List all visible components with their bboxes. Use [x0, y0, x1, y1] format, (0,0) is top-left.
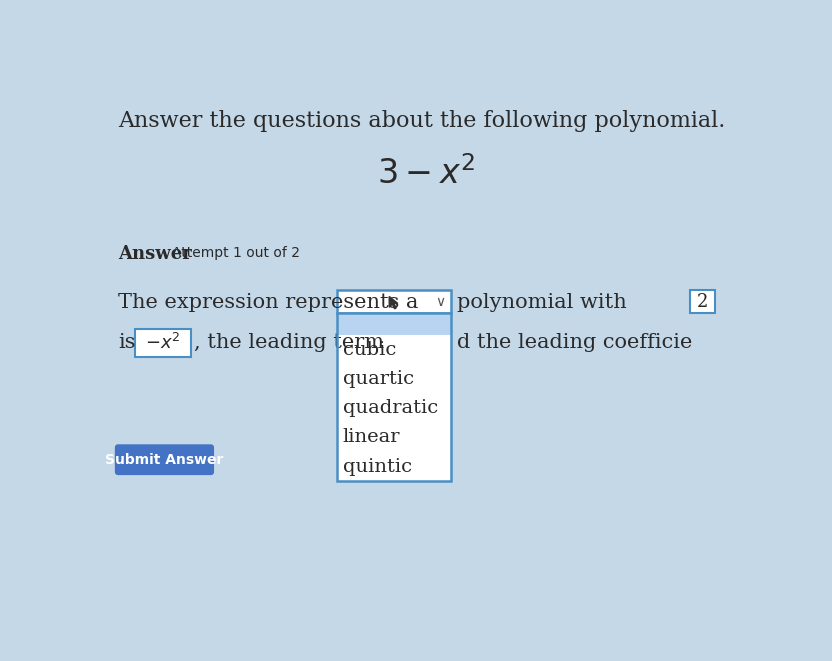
FancyBboxPatch shape	[336, 364, 451, 393]
FancyBboxPatch shape	[336, 423, 451, 452]
Polygon shape	[389, 297, 398, 309]
Text: quadratic: quadratic	[343, 399, 438, 417]
Text: Submit Answer: Submit Answer	[106, 453, 224, 467]
Text: , the leading term: , the leading term	[194, 333, 384, 352]
Text: Answer: Answer	[118, 245, 191, 263]
Text: Attempt 1 out of 2: Attempt 1 out of 2	[172, 247, 300, 260]
Text: quintic: quintic	[343, 457, 412, 476]
Text: is: is	[118, 333, 136, 352]
Text: Answer the questions about the following polynomial.: Answer the questions about the following…	[118, 110, 726, 132]
Text: quartic: quartic	[343, 370, 414, 388]
Text: polynomial with: polynomial with	[458, 293, 627, 313]
FancyBboxPatch shape	[115, 444, 214, 475]
FancyBboxPatch shape	[336, 313, 451, 335]
FancyBboxPatch shape	[690, 290, 715, 313]
FancyBboxPatch shape	[336, 290, 451, 313]
Text: The expression represents a: The expression represents a	[118, 293, 418, 313]
Text: cubic: cubic	[343, 340, 396, 358]
Text: $-x^{2}$: $-x^{2}$	[146, 332, 181, 353]
FancyBboxPatch shape	[336, 335, 451, 364]
Text: ∨: ∨	[435, 295, 445, 309]
FancyBboxPatch shape	[336, 452, 451, 481]
Text: linear: linear	[343, 428, 400, 446]
FancyBboxPatch shape	[336, 393, 451, 423]
Text: $3-x^{2}$: $3-x^{2}$	[378, 156, 475, 191]
Text: 2: 2	[696, 293, 708, 311]
Text: d the leading coefficie: d the leading coefficie	[458, 333, 693, 352]
FancyBboxPatch shape	[135, 329, 191, 356]
